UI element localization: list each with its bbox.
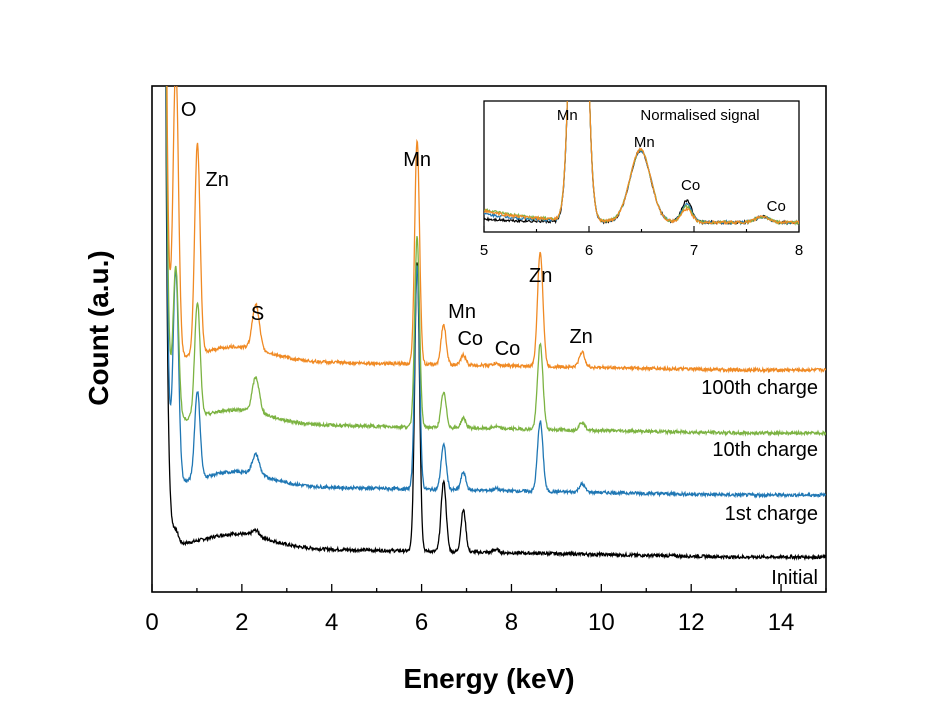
peak-label-zn: Zn <box>206 169 229 191</box>
series-label: 1st charge <box>725 503 818 525</box>
peak-label-co: Co <box>495 338 521 360</box>
series-line-0 <box>165 86 826 562</box>
x-axis-title: Energy (keV) <box>403 663 574 694</box>
inset-series-group <box>484 101 799 226</box>
inset-peak-labels: Mn Mn Co Co <box>557 107 786 215</box>
peak-label-co: Co <box>457 328 483 350</box>
peak-label-o: O <box>181 99 197 121</box>
y-axis-title: Count (a.u.) <box>83 250 114 406</box>
inset-peak-label-co: Co <box>681 177 700 194</box>
inset-x-tick-label: 8 <box>795 242 803 259</box>
series-line-2 <box>165 86 826 437</box>
inset-title: Normalised signal <box>640 107 759 124</box>
inset-peak-label-co: Co <box>767 198 786 215</box>
peak-label-mn: Mn <box>448 301 476 323</box>
series-label: Initial <box>771 567 818 589</box>
peak-label-zn: Zn <box>569 326 592 348</box>
series-line-3 <box>166 86 826 374</box>
main-x-ticks: 0 2 4 6 8 10 12 14 <box>145 584 827 636</box>
x-tick-label: 10 <box>588 609 615 636</box>
series-label: 10th charge <box>712 439 818 461</box>
inset-x-tick-label: 5 <box>480 242 488 259</box>
peak-label-s: S <box>251 303 264 325</box>
x-tick-label: 0 <box>145 609 158 636</box>
series-labels: 100th charge 10th charge 1st charge Initial <box>701 377 818 589</box>
inset-series-line-3 <box>484 101 799 226</box>
inset-x-tick-label: 7 <box>690 242 698 259</box>
x-tick-label: 2 <box>235 609 248 636</box>
inset-plot-frame <box>483 100 800 233</box>
inset-peak-label-mn: Mn <box>634 134 655 151</box>
x-tick-label: 12 <box>678 609 705 636</box>
series-label: 100th charge <box>701 377 818 399</box>
peak-label-mn: Mn <box>403 149 431 171</box>
inset-peak-label-mn: Mn <box>557 107 578 124</box>
x-tick-label: 14 <box>768 609 795 636</box>
inset-x-tick-label: 6 <box>585 242 593 259</box>
series-line-1 <box>165 86 826 499</box>
main-plot-frame <box>151 85 827 593</box>
x-tick-label: 6 <box>415 609 428 636</box>
x-tick-label: 8 <box>505 609 518 636</box>
x-tick-label: 4 <box>325 609 338 636</box>
main-series-group <box>165 86 826 562</box>
peak-label-zn: Zn <box>529 265 552 287</box>
inset-x-ticks: 5 6 7 8 <box>480 226 803 259</box>
main-peak-labels: O Zn S Mn Mn Co Co Zn Zn <box>181 99 593 360</box>
